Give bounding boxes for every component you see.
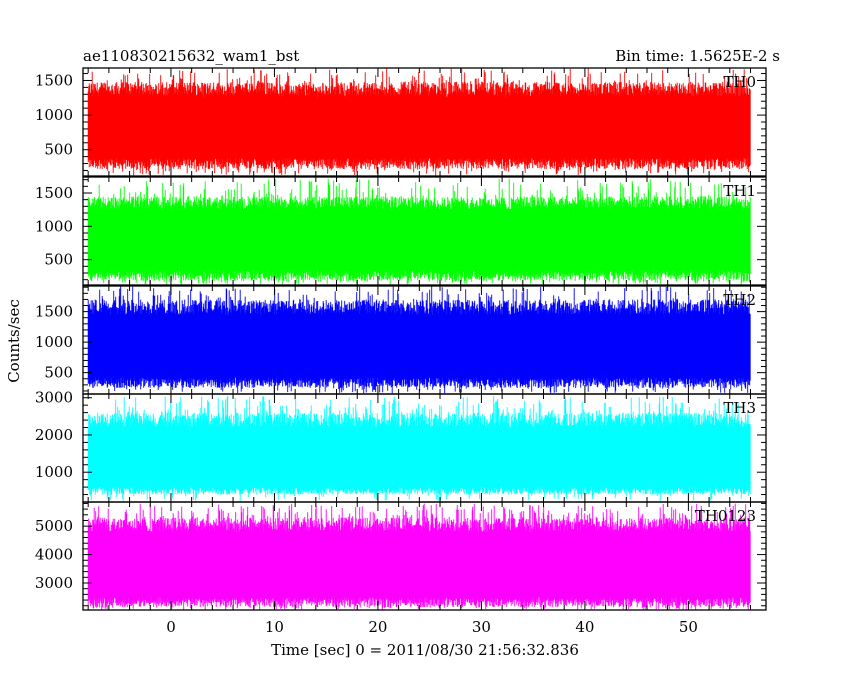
y-tick-label: 3000 [35, 389, 73, 407]
panel-label: TH0123 [695, 507, 756, 525]
y-tick-label: 5000 [35, 517, 73, 535]
x-tick-label: 50 [679, 618, 698, 636]
panel-th0123: 3000 4000 5000 TH0123 [35, 501, 767, 611]
y-tick-label: 1000 [35, 106, 73, 124]
y-tick-label: 1000 [35, 217, 73, 235]
x-tick-label: 0 [166, 618, 176, 636]
x-tick-label: 40 [575, 618, 594, 636]
panel-label: TH0 [723, 73, 756, 91]
x-tick-label: 30 [472, 618, 491, 636]
y-tick-label: 500 [44, 251, 73, 269]
series-th2 [87, 286, 751, 394]
x-tick-label: 10 [265, 618, 284, 636]
panel-th3: 1000 2000 3000 TH3 [35, 389, 767, 503]
y-tick-label: 500 [44, 141, 73, 159]
y-tick-label: 500 [44, 364, 73, 382]
y-tick-label: 3000 [35, 574, 73, 592]
panel-th1: 500 1000 1500 TH1 [35, 176, 767, 286]
series-th0123 [87, 503, 751, 610]
y-tick-label: 1000 [35, 463, 73, 481]
series-th1 [87, 178, 751, 285]
y-tick-label: 2000 [35, 426, 73, 444]
y-tick-label: 1500 [35, 303, 73, 321]
x-tick-label: 20 [368, 618, 387, 636]
panel-th2: 500 1000 1500 TH2 [35, 285, 767, 395]
panel-label: TH3 [723, 399, 756, 417]
y-axis-label: Counts/sec [5, 299, 23, 383]
y-tick-label: 4000 [35, 546, 73, 564]
panel-label: TH2 [723, 291, 756, 309]
panel-label: TH1 [723, 182, 756, 200]
y-tick-label: 1500 [35, 184, 73, 202]
chart-title: ae110830215632_wam1_bst [83, 47, 299, 65]
y-tick-label: 1000 [35, 333, 73, 351]
series-th0 [87, 68, 751, 176]
bin-time-label: Bin time: 1.5625E-2 s [615, 47, 780, 65]
panel-th0: 500 1000 1500 TH0 [35, 67, 767, 177]
panel-frame [82, 501, 767, 611]
panel-frame [82, 176, 767, 286]
series-th3 [87, 395, 751, 502]
x-axis-label: Time [sec] 0 = 2011/08/30 21:56:32.836 [271, 641, 579, 659]
y-tick-label: 1500 [35, 71, 73, 89]
